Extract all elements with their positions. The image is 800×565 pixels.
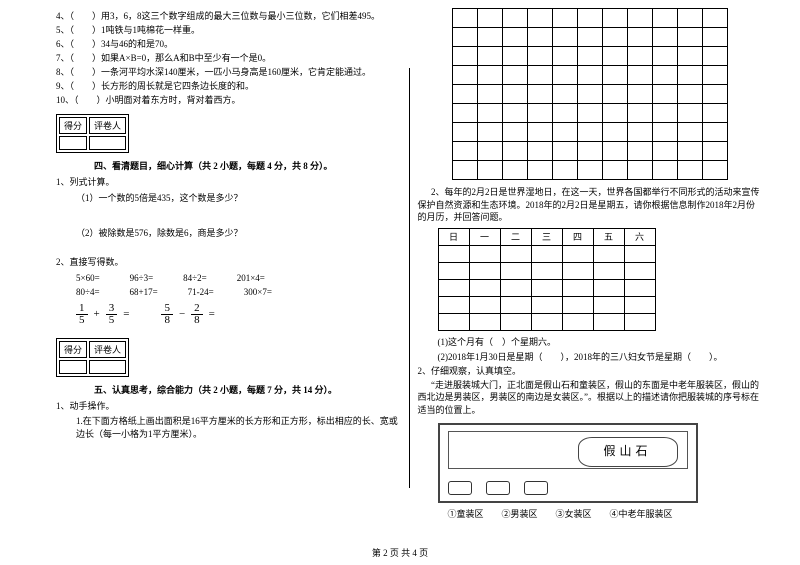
obs: “走进服装城大门，正北面是假山石和童装区，假山的东面是中老年服装区，假山的西北边… bbox=[418, 379, 763, 417]
obs-h: 2、仔细观察，认真填空。 bbox=[418, 365, 763, 378]
m-a3: 84÷2= bbox=[183, 273, 207, 283]
map: 假山石 bbox=[438, 423, 698, 503]
section-5-title: 五、认真思考，综合能力（共 2 小题，每题 7 分，共 14 分）。 bbox=[94, 383, 401, 396]
q6: 6、（ ）34与46的和是70。 bbox=[56, 38, 401, 51]
ctrl-1 bbox=[448, 481, 472, 495]
m-b1: 80÷4= bbox=[76, 287, 100, 297]
m-b2: 68+17= bbox=[130, 287, 158, 297]
q7: 7、（ ）如果A×B=0，那么A和B中至少有一个是0。 bbox=[56, 52, 401, 65]
p1: 1、列式计算。 bbox=[56, 176, 401, 189]
score-h1b: 得分 bbox=[59, 341, 87, 358]
m-a2: 96÷3= bbox=[130, 273, 154, 283]
q8: 8、（ ）一条河平均水深140厘米，一匹小马身高是160厘米，它肯定能通过。 bbox=[56, 66, 401, 79]
rq1: (1)这个月有（ ）个星期六。 bbox=[438, 335, 763, 348]
frac-3-5: 35 bbox=[106, 303, 118, 326]
calendar: 日一二三四五六 bbox=[438, 228, 656, 331]
legend: ①童装区 ②男装区 ③女装区 ④中老年服装区 bbox=[448, 507, 763, 520]
math-row-2: 80÷4= 68+17= 71-24= 300×7= bbox=[76, 287, 401, 297]
ctrl-3 bbox=[524, 481, 548, 495]
q10: 10、（ ）小明面对着东方时，背对着西方。 bbox=[56, 94, 401, 107]
fraction-row: 15 + 35 = 58 − 28 = bbox=[76, 303, 401, 326]
rq2: (2)2018年1月30日是星期（ ），2018年的三八妇女节是星期（ ）。 bbox=[438, 350, 763, 363]
m-a4: 201×4= bbox=[237, 273, 265, 283]
ctrl-2 bbox=[486, 481, 510, 495]
math-row-1: 5×60= 96÷3= 84÷2= 201×4= bbox=[76, 273, 401, 283]
p2: 2、直接写得数。 bbox=[56, 256, 401, 269]
p1a: （1）一个数的5倍是435，这个数是多少？ bbox=[76, 191, 401, 204]
frac-1-5: 15 bbox=[76, 303, 88, 326]
map-wrap: 假山石 bbox=[438, 423, 698, 503]
frac-5-8: 58 bbox=[161, 303, 173, 326]
q9: 9、（ ）长方形的周长就是它四条边长度的和。 bbox=[56, 80, 401, 93]
score-h2: 评卷人 bbox=[89, 117, 126, 134]
score-h1: 得分 bbox=[59, 117, 87, 134]
section-4-title: 四、看清题目，细心计算（共 2 小题，每题 4 分，共 8 分）。 bbox=[94, 159, 401, 172]
rock-label: 假山石 bbox=[578, 437, 678, 467]
score-box-2: 得分 评卷人 bbox=[56, 338, 129, 377]
m-a1: 5×60= bbox=[76, 273, 100, 283]
t2: 2、每年的2月2日是世界湿地日，在这一天，世界各国都举行不同形式的活动来宣传保护… bbox=[418, 186, 763, 224]
p5-1a: 1.在下面方格纸上画出面积是16平方厘米的长方形和正方形，标出相应的长、宽或边长… bbox=[76, 414, 401, 440]
q4: 4、（ ）用3，6，8这三个数字组成的最大三位数与最小三位数，它们相差495。 bbox=[56, 10, 401, 23]
grid-paper bbox=[452, 8, 728, 180]
page-footer: 第 2 页 共 4 页 bbox=[0, 546, 800, 559]
score-box-1: 得分 评卷人 bbox=[56, 114, 129, 153]
frac-2-8: 28 bbox=[191, 303, 203, 326]
q5: 5、（ ）1吨铁与1吨棉花一样重。 bbox=[56, 24, 401, 37]
m-b4: 300×7= bbox=[244, 287, 272, 297]
m-b3: 71-24= bbox=[188, 287, 214, 297]
score-h2b: 评卷人 bbox=[89, 341, 126, 358]
p5-1: 1、动手操作。 bbox=[56, 400, 401, 413]
map-controls bbox=[448, 481, 548, 495]
p1b: （2）被除数是576，除数是6，商是多少？ bbox=[76, 226, 401, 239]
